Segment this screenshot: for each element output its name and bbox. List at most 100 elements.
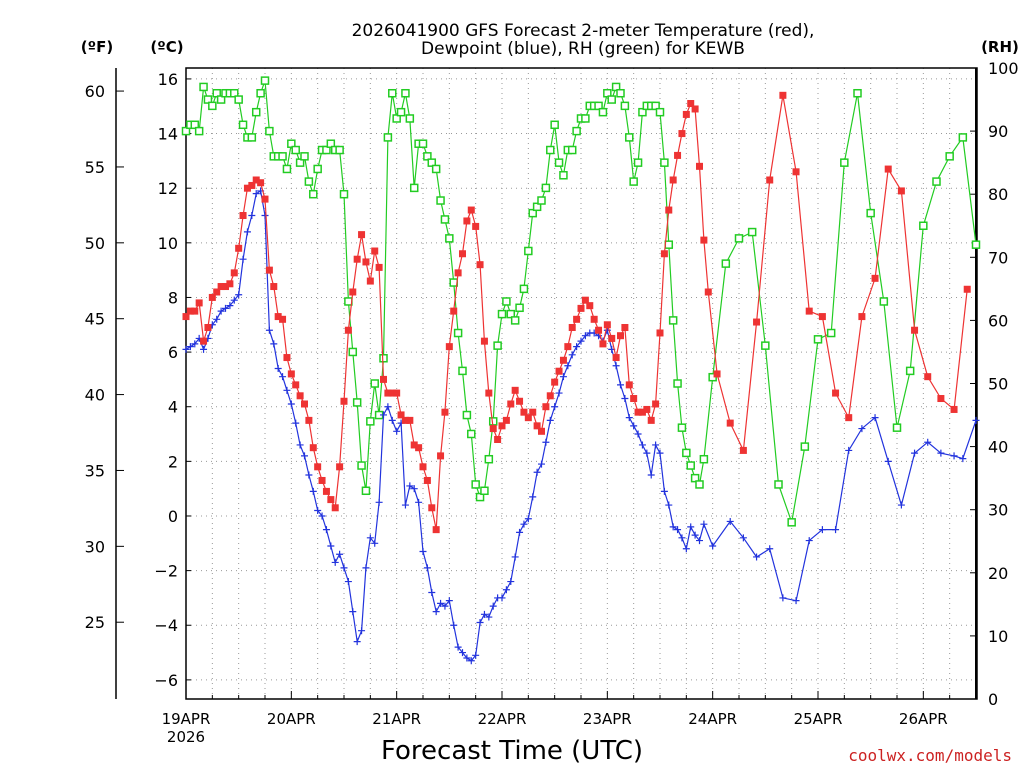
temperature-point bbox=[524, 414, 532, 422]
dewpoint-point bbox=[529, 493, 537, 501]
rh-tick-label: 0 bbox=[988, 690, 998, 709]
dewpoint-point bbox=[805, 537, 813, 545]
dewpoint-point bbox=[388, 416, 396, 424]
time-axis: 19APR 20APR 21APR 22APR 23APR 24APR 25APR 26APR bbox=[162, 691, 977, 728]
celsius-tick-label: −4 bbox=[154, 616, 178, 635]
rh-point bbox=[510, 316, 520, 325]
rh-point bbox=[409, 183, 419, 193]
rh-point bbox=[291, 145, 300, 155]
dewpoint-point bbox=[630, 422, 638, 430]
temperature-point bbox=[213, 288, 221, 296]
temperature-point bbox=[656, 329, 664, 337]
temperature-point bbox=[243, 184, 251, 192]
dewpoint-point bbox=[542, 438, 550, 446]
temperature-point bbox=[441, 408, 449, 416]
fahrenheit-tick-label: 60 bbox=[85, 82, 105, 101]
rh-point bbox=[598, 107, 608, 117]
rh-point bbox=[405, 114, 415, 123]
dewpoint-point bbox=[656, 449, 664, 457]
rh-point bbox=[660, 158, 669, 167]
temperature-point bbox=[274, 313, 282, 321]
temperature-point bbox=[397, 411, 405, 419]
fahrenheit-tick-label: 50 bbox=[85, 234, 105, 253]
rh-point bbox=[247, 133, 257, 142]
rh-point bbox=[506, 309, 516, 319]
rh-point bbox=[383, 133, 393, 142]
time-tick-label: 22APR bbox=[478, 710, 527, 728]
dewpoint-point bbox=[652, 441, 660, 449]
rh-point bbox=[567, 145, 577, 155]
rh-point bbox=[572, 126, 581, 136]
rh-point bbox=[866, 208, 875, 218]
temperature-point bbox=[858, 313, 866, 321]
rh-point bbox=[541, 183, 551, 193]
time-tick-label: 20APR bbox=[267, 710, 316, 728]
temperature-point bbox=[296, 392, 304, 400]
dewpoint-point bbox=[410, 485, 418, 493]
rh-point bbox=[230, 88, 239, 98]
rh-point bbox=[664, 240, 674, 249]
temperature-point bbox=[551, 378, 559, 386]
rh-point bbox=[194, 126, 204, 136]
temperature-point bbox=[384, 389, 392, 397]
temperature-point bbox=[336, 463, 344, 471]
rh-point bbox=[537, 196, 546, 205]
temperature-point bbox=[555, 367, 563, 375]
temperature-point bbox=[301, 400, 308, 408]
dewpoint-point bbox=[792, 597, 800, 605]
dewpoint-point bbox=[309, 487, 317, 495]
temperature-point bbox=[507, 400, 515, 408]
rh-point bbox=[546, 145, 555, 155]
temperature-point bbox=[612, 354, 620, 362]
temperature-point bbox=[608, 334, 616, 342]
dewpoint-point bbox=[924, 438, 932, 446]
rh-point bbox=[945, 152, 954, 161]
temperature-point bbox=[292, 381, 300, 389]
temperature-point bbox=[533, 422, 541, 430]
dewpoint-point bbox=[248, 212, 256, 220]
dewpoint-point bbox=[845, 446, 853, 454]
dewpoint-point bbox=[871, 414, 879, 422]
dewpoint-point bbox=[766, 545, 774, 553]
dewpoint-point bbox=[581, 332, 589, 340]
temperature-point bbox=[696, 162, 703, 170]
dewpoint-point bbox=[555, 389, 563, 397]
temperature-point bbox=[884, 165, 892, 173]
dewpoint-point bbox=[472, 651, 480, 659]
temperature-point bbox=[489, 425, 497, 433]
rh-point bbox=[396, 107, 406, 117]
dewpoint-point bbox=[511, 553, 519, 561]
dewpoint-point bbox=[691, 531, 699, 539]
temperature-point bbox=[393, 389, 401, 397]
temperature-point bbox=[818, 313, 826, 321]
dewpoint-point bbox=[230, 296, 238, 304]
credit-text: coolwx.com/models bbox=[848, 746, 1012, 765]
rh-point bbox=[304, 177, 314, 186]
dewpoint-point bbox=[292, 419, 300, 427]
temperature-point bbox=[217, 283, 225, 291]
rh-point bbox=[554, 158, 564, 167]
dewpoint-point bbox=[353, 638, 361, 646]
rh-point bbox=[594, 101, 603, 111]
temperature-point bbox=[287, 370, 295, 378]
temperature-point bbox=[283, 354, 291, 362]
temperature-point bbox=[599, 340, 607, 348]
temperature-point bbox=[621, 324, 629, 332]
rh-point bbox=[958, 133, 968, 142]
dewpoint-point bbox=[489, 602, 497, 610]
celsius-tick-label: 12 bbox=[158, 179, 178, 198]
dewpoint-point bbox=[463, 654, 471, 662]
rh-point bbox=[467, 429, 476, 439]
temperature-point bbox=[445, 343, 453, 351]
dewpoint-point bbox=[897, 501, 905, 509]
temperature-point bbox=[643, 405, 651, 413]
dewpoint-point bbox=[480, 610, 488, 618]
dewpoint-point bbox=[507, 578, 515, 586]
temperature-point bbox=[279, 315, 287, 323]
temperature-point bbox=[472, 222, 480, 230]
temperature-point bbox=[450, 307, 458, 315]
rh-point bbox=[453, 328, 463, 338]
temperature-point bbox=[410, 441, 418, 449]
time-tick-label: 23APR bbox=[583, 710, 632, 728]
data-series bbox=[181, 76, 981, 665]
